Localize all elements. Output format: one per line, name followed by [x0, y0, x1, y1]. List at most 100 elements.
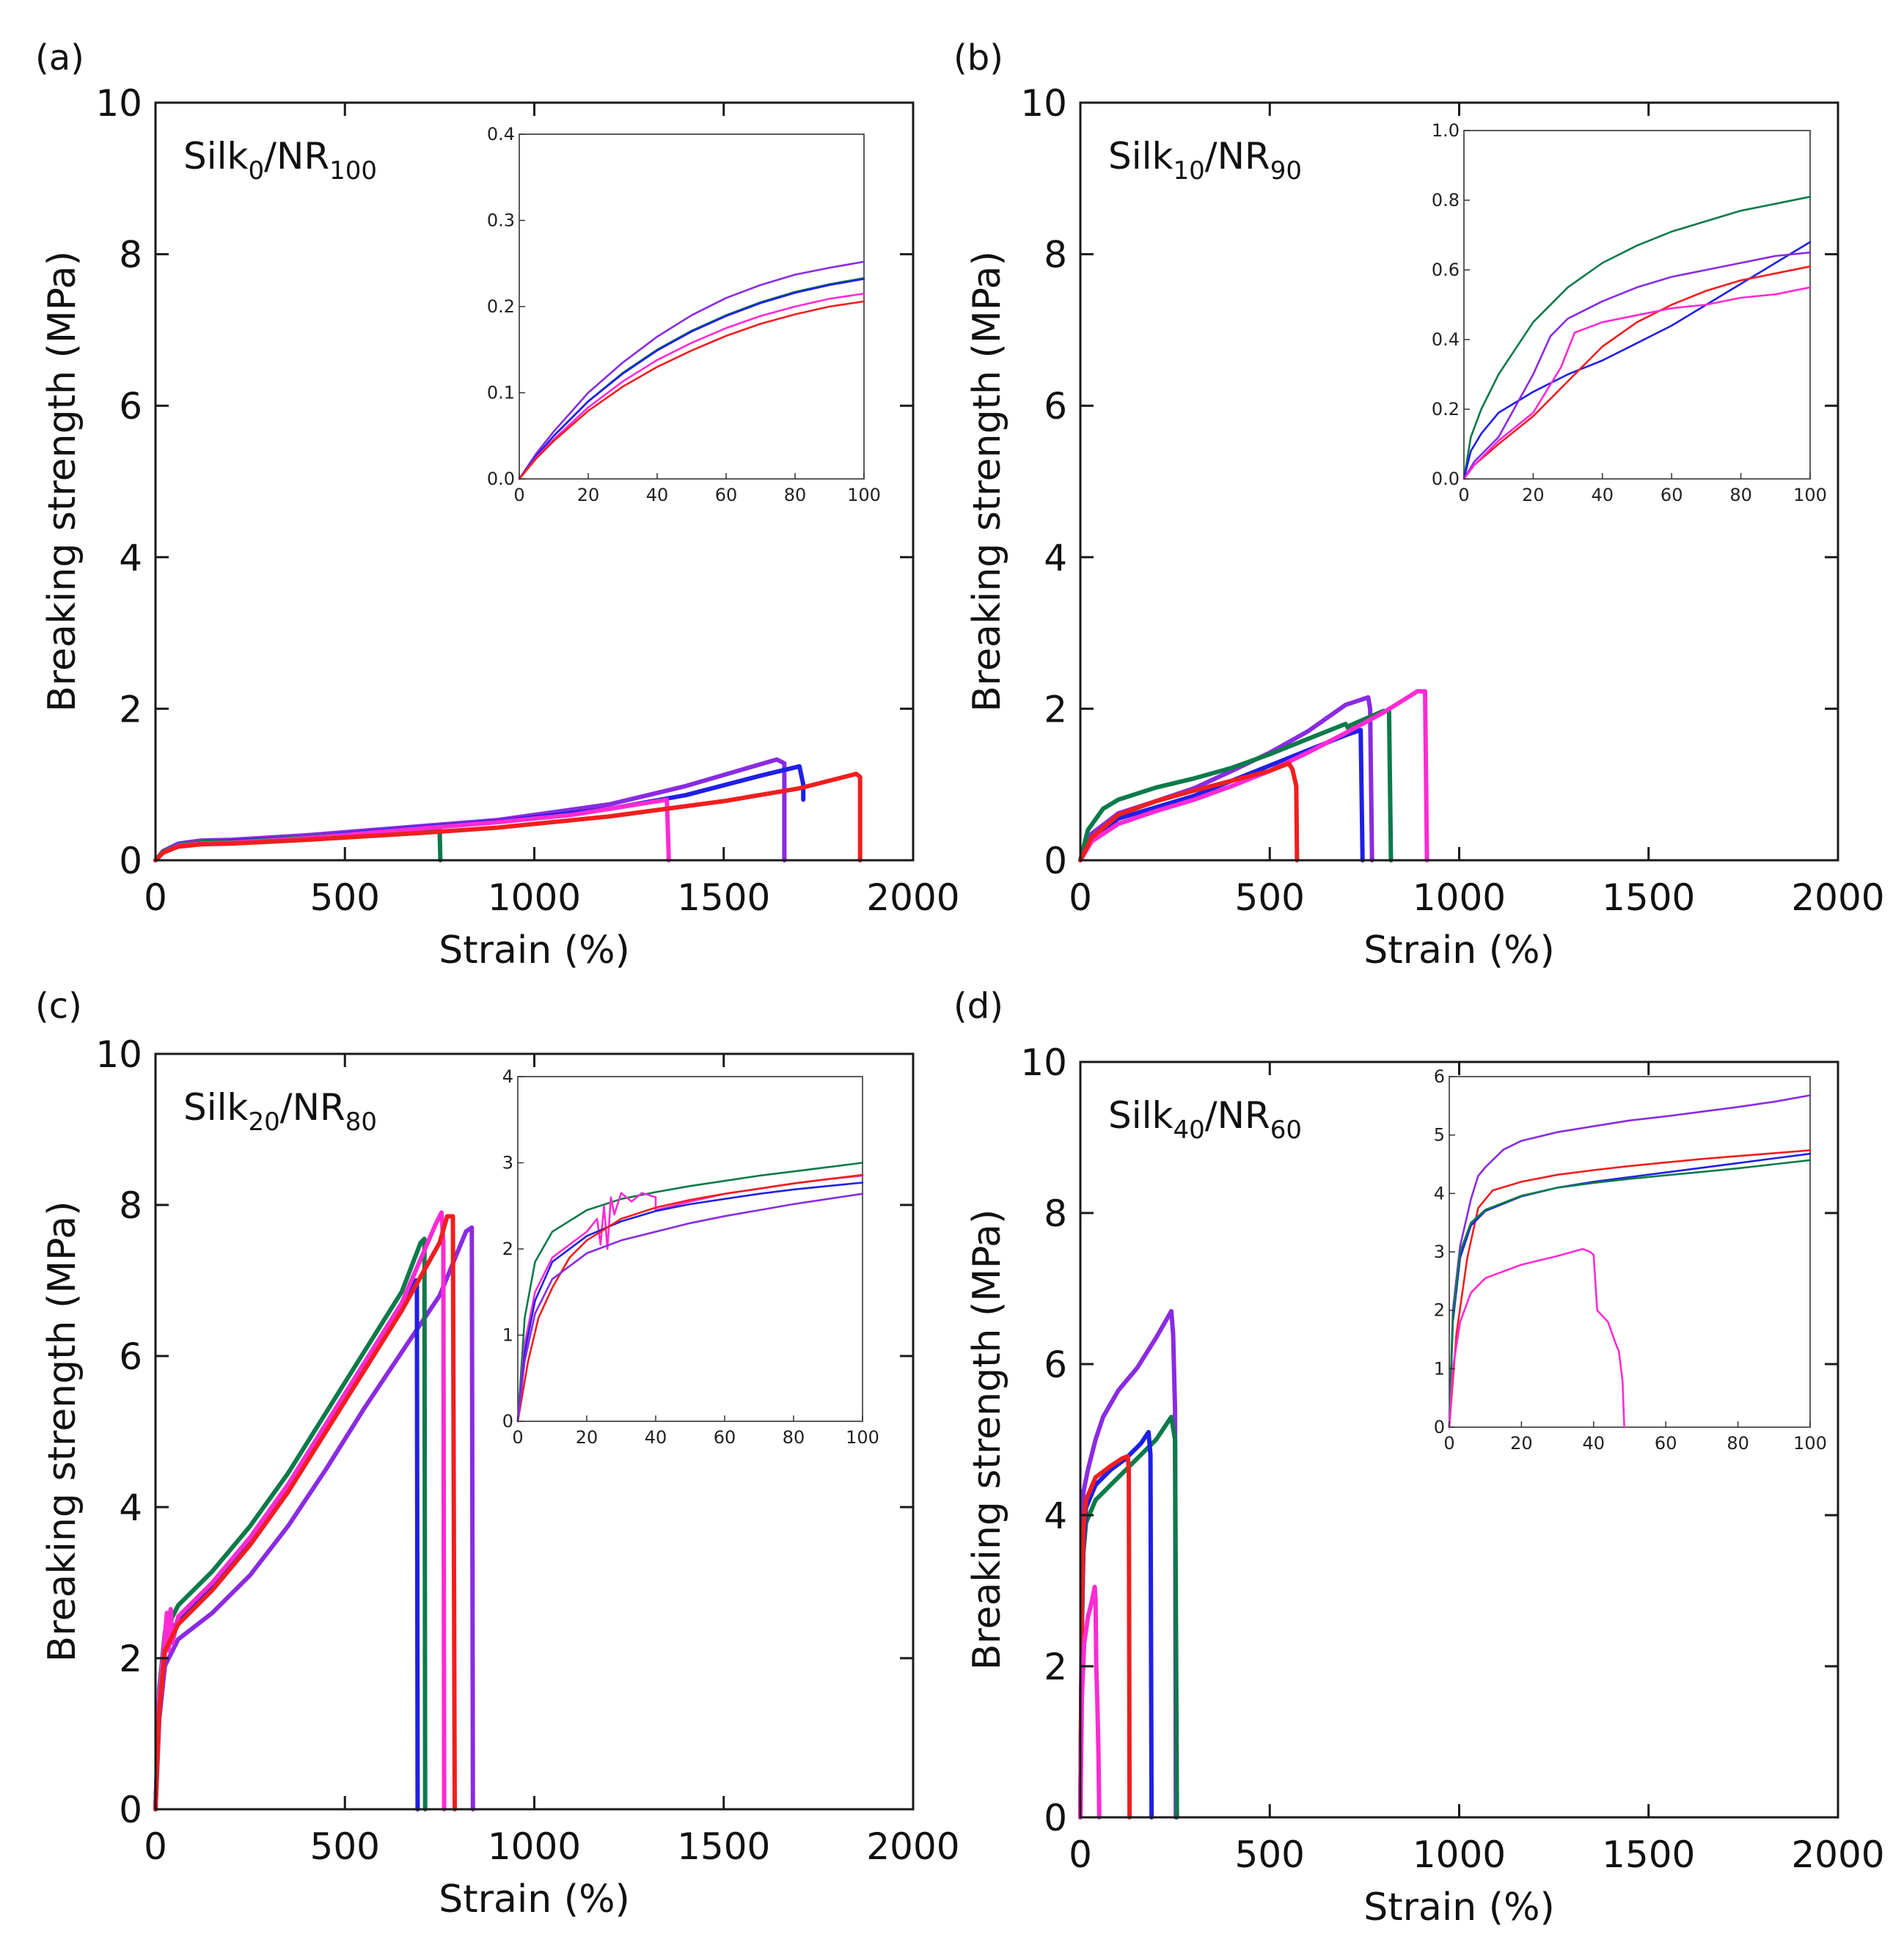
- inset-x-tick-label: 60: [1655, 1433, 1677, 1454]
- inset-series-line-purple: [1448, 1094, 1812, 1429]
- inset-y-tick-label: 2: [502, 1239, 513, 1259]
- composition-subscript: 0: [248, 156, 264, 186]
- series-line-red: [153, 772, 863, 862]
- y-tick-label: 8: [1044, 1192, 1067, 1235]
- inset-x-tick-label: 20: [1522, 485, 1545, 505]
- inset-y-tick-label: 0.2: [487, 296, 515, 317]
- inset-y-tick-label: 0.0: [1432, 469, 1460, 489]
- series-line-green: [1078, 708, 1394, 862]
- inset-y-tick-label: 0.4: [487, 124, 515, 144]
- inset-x-tick-label: 0: [512, 1427, 523, 1448]
- x-tick-label: 2000: [1791, 1833, 1884, 1876]
- series-line-red: [153, 1214, 457, 1811]
- composition-subscript: 40: [1173, 1115, 1204, 1145]
- x-tick-label: 0: [1069, 1833, 1092, 1876]
- y-tick-label: 2: [119, 1638, 142, 1680]
- y-tick-label: 10: [1020, 1041, 1067, 1084]
- y-tick-label: 6: [119, 1335, 142, 1378]
- inset-x-tick-label: 40: [645, 1427, 667, 1448]
- x-tick-label: 1500: [1602, 1833, 1695, 1876]
- series-line-purple: [153, 1225, 475, 1811]
- inset-series-line-red: [518, 300, 865, 480]
- series-line-purple: [1078, 695, 1374, 862]
- x-tick-label: 2000: [866, 1825, 959, 1868]
- y-tick-label: 4: [119, 1487, 142, 1529]
- inset-y-tick-label: 5: [1434, 1125, 1445, 1146]
- series-line-red: [1078, 1454, 1132, 1820]
- series-line-blue: [1078, 728, 1365, 862]
- inset-series-group: [1462, 195, 1812, 480]
- inset-chart: 0 20 40 60 80 100 0 1 2 3 4: [502, 1066, 879, 1448]
- x-tick-label: 500: [310, 1825, 380, 1868]
- inset-frame: [519, 133, 865, 480]
- composition-label: Silk40/NR60: [1108, 1094, 1302, 1145]
- inset-series-line-purple: [516, 1192, 864, 1423]
- composition-subscript: 90: [1270, 156, 1302, 186]
- y-tick-label: 6: [1044, 385, 1067, 428]
- inset-y-tick-label: 0: [1434, 1417, 1445, 1437]
- inset-x-tick-label: 80: [1729, 485, 1752, 505]
- series-line-magenta: [1078, 1584, 1102, 1820]
- inset-y-tick-label: 3: [502, 1153, 513, 1173]
- y-axis-label: Breaking strength (MPa): [40, 251, 84, 712]
- x-tick-label: 500: [1235, 1833, 1305, 1876]
- composition-text: /NR: [280, 1086, 345, 1129]
- inset-series-group: [516, 1162, 864, 1423]
- composition-text: Silk: [1108, 135, 1173, 177]
- inset-y-tick-label: 0.3: [487, 210, 515, 231]
- inset-series-line-red: [1448, 1149, 1812, 1429]
- x-tick-label: 0: [1069, 876, 1092, 919]
- inset-x-tick-label: 100: [847, 485, 881, 505]
- series-group: [153, 1210, 475, 1811]
- composition-label: Silk20/NR80: [183, 1086, 377, 1137]
- y-tick-label: 0: [119, 840, 142, 882]
- inset-series-line-magenta: [1448, 1247, 1625, 1429]
- inset-series-group: [518, 260, 865, 480]
- x-tick-label: 1000: [1413, 1833, 1506, 1876]
- composition-text: /NR: [264, 135, 329, 177]
- inset-series-line-purple: [518, 260, 865, 480]
- inset-x-tick-label: 40: [646, 485, 669, 505]
- x-tick-label: 500: [1235, 876, 1305, 919]
- x-axis-label: Strain (%): [439, 1877, 630, 1921]
- inset-series-line-blue: [516, 1181, 864, 1423]
- y-tick-label: 10: [95, 82, 142, 125]
- y-tick-label: 8: [119, 234, 142, 276]
- x-tick-label: 1000: [1413, 876, 1506, 919]
- inset-series-line-green: [1462, 195, 1812, 480]
- inset-series-line-green: [516, 1162, 864, 1423]
- inset-y-tick-label: 0: [502, 1411, 513, 1432]
- y-tick-label: 8: [119, 1184, 142, 1227]
- inset-x-tick-label: 20: [577, 485, 600, 505]
- x-tick-label: 1000: [488, 1825, 581, 1868]
- inset-series-line-red: [516, 1173, 864, 1423]
- series-group: [1078, 689, 1429, 862]
- x-tick-label: 1000: [488, 876, 581, 919]
- inset-series-line-purple: [1462, 251, 1812, 480]
- inset-x-tick-label: 60: [1660, 485, 1683, 505]
- inset-x-tick-label: 80: [1727, 1433, 1749, 1454]
- inset-series-line-blue: [1462, 241, 1812, 480]
- series-line-purple: [1078, 1308, 1179, 1820]
- y-tick-label: 0: [1044, 1797, 1067, 1839]
- x-tick-label: 1500: [1602, 876, 1695, 919]
- inset-y-tick-label: 1: [1434, 1358, 1445, 1379]
- inset-y-tick-label: 0.0: [487, 469, 515, 489]
- y-tick-label: 2: [1044, 688, 1067, 730]
- inset-x-tick-label: 100: [1793, 485, 1827, 505]
- inset-frame: [517, 1076, 863, 1422]
- inset-y-tick-label: 4: [1434, 1183, 1445, 1203]
- y-tick-label: 2: [1044, 1646, 1067, 1688]
- x-tick-label: 0: [144, 876, 167, 919]
- composition-text: Silk: [183, 1086, 249, 1129]
- composition-subscript: 20: [248, 1107, 279, 1137]
- inset-x-tick-label: 0: [1443, 1433, 1454, 1454]
- composition-text: Silk: [183, 135, 249, 177]
- composition-subscript: 80: [345, 1107, 377, 1137]
- panel-label: (b): [953, 37, 1003, 78]
- inset-chart: 0 20 40 60 80 100 0.0 0.2 0.4 0.6 0.8 1.0: [1432, 120, 1827, 505]
- y-tick-label: 6: [1044, 1344, 1067, 1386]
- composition-subscript: 60: [1270, 1115, 1302, 1145]
- y-axis-label: Breaking strength (MPa): [40, 1201, 84, 1663]
